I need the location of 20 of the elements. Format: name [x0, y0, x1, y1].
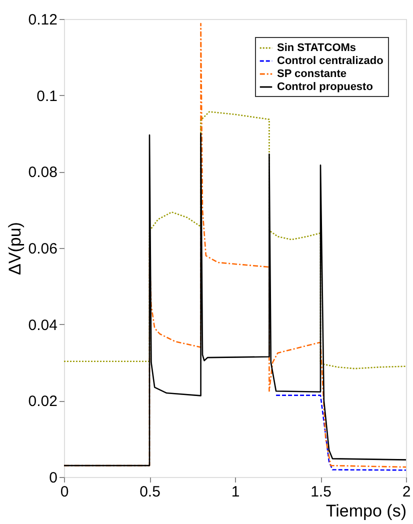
x-tick-label: 1.5: [310, 484, 332, 500]
y-tick-label: 0.06: [28, 240, 58, 258]
y-axis-title: ΔV(pu): [5, 222, 24, 275]
legend-label: Control propuesto: [277, 81, 374, 93]
x-axis-title: Tiempo (s): [326, 502, 406, 520]
legend-label: Sin STATCOMs: [277, 42, 356, 54]
x-tick-label: 1: [231, 484, 240, 500]
y-tick-label: 0.1: [36, 88, 58, 105]
y-tick-label: 0.08: [28, 164, 58, 182]
x-tick-label: 0: [60, 484, 69, 500]
y-tick-label: 0.04: [28, 316, 58, 334]
y-tick-label: 0: [49, 470, 58, 486]
y-tick-label: 0.02: [28, 393, 58, 410]
line-series: [64, 132, 406, 466]
x-tick-label: 2: [402, 484, 411, 500]
legend-label: Control centralizado: [277, 55, 384, 67]
line-series: [275, 394, 406, 471]
x-tick-label: 0.5: [140, 484, 160, 500]
legend-label: SP constante: [277, 68, 346, 80]
y-tick-label: 0.12: [28, 12, 58, 28]
